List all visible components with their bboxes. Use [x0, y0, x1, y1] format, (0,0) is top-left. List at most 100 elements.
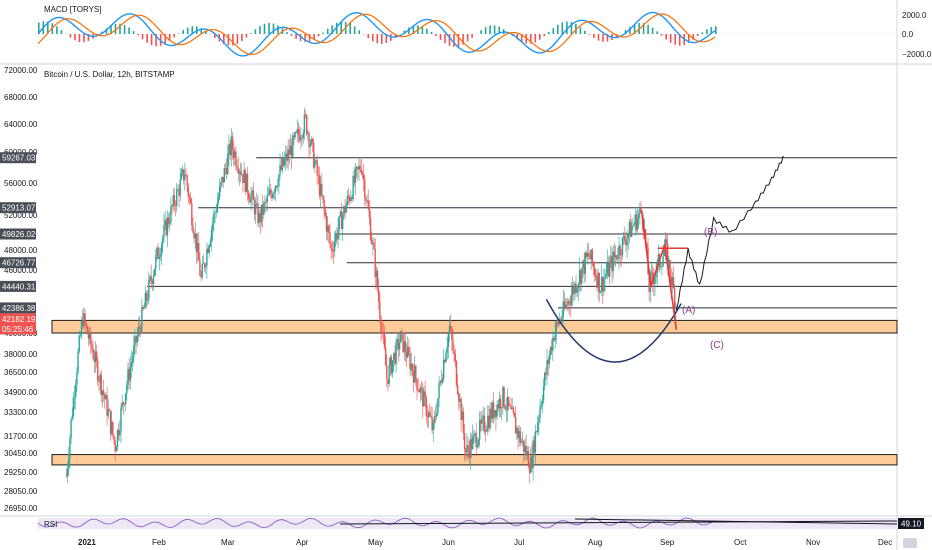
candle[interactable] — [566, 298, 568, 311]
candle[interactable] — [109, 410, 112, 441]
candle[interactable] — [517, 425, 519, 450]
candle[interactable] — [368, 199, 371, 226]
candle[interactable] — [163, 213, 165, 243]
candle[interactable] — [481, 410, 483, 432]
candle[interactable] — [268, 177, 271, 196]
candle[interactable] — [247, 190, 250, 205]
candle[interactable] — [496, 400, 498, 420]
candle[interactable] — [571, 276, 574, 306]
candle[interactable] — [99, 371, 101, 394]
candle[interactable] — [472, 424, 474, 451]
candle[interactable] — [184, 162, 186, 191]
candle[interactable] — [521, 431, 524, 447]
candle[interactable] — [195, 233, 198, 264]
candle[interactable] — [292, 132, 294, 158]
candle[interactable] — [171, 204, 173, 215]
candle[interactable] — [277, 179, 279, 192]
candle[interactable] — [628, 219, 631, 244]
candle[interactable] — [87, 326, 90, 347]
candle[interactable] — [166, 210, 169, 248]
candle[interactable] — [480, 411, 482, 432]
candle[interactable] — [231, 132, 234, 160]
candle[interactable] — [527, 446, 530, 468]
candle[interactable] — [535, 430, 538, 433]
candle[interactable] — [342, 211, 344, 241]
candle[interactable] — [432, 419, 434, 443]
candle[interactable] — [215, 204, 217, 218]
candle[interactable] — [279, 153, 281, 180]
candle[interactable] — [107, 399, 109, 419]
candle[interactable] — [654, 276, 656, 297]
candle[interactable] — [553, 336, 555, 342]
candle[interactable] — [495, 409, 497, 431]
candle[interactable] — [607, 256, 610, 278]
candle[interactable] — [487, 405, 489, 436]
candle[interactable] — [545, 367, 547, 380]
candle[interactable] — [593, 261, 596, 283]
candle[interactable] — [484, 421, 487, 442]
candle[interactable] — [396, 333, 398, 351]
candle[interactable] — [586, 242, 589, 265]
candle[interactable] — [288, 139, 291, 165]
candle[interactable] — [381, 321, 383, 340]
candle[interactable] — [263, 200, 265, 220]
candle[interactable] — [448, 316, 451, 343]
candle[interactable] — [133, 335, 135, 365]
candle[interactable] — [275, 185, 278, 190]
candle[interactable] — [588, 243, 590, 261]
candle[interactable] — [134, 329, 136, 355]
candle[interactable] — [303, 107, 306, 140]
candle[interactable] — [437, 398, 439, 416]
candle[interactable] — [523, 440, 525, 464]
candle[interactable] — [415, 364, 417, 387]
candle[interactable] — [236, 159, 238, 172]
candle[interactable] — [210, 225, 213, 252]
candle[interactable] — [206, 242, 208, 279]
candle[interactable] — [318, 166, 321, 200]
candle[interactable] — [309, 139, 311, 156]
candle[interactable] — [371, 231, 373, 246]
candle[interactable] — [131, 351, 134, 372]
candle[interactable] — [362, 163, 365, 192]
rsi-trendline[interactable] — [339, 520, 898, 525]
candle[interactable] — [614, 245, 617, 267]
candle[interactable] — [508, 396, 510, 412]
candle[interactable] — [160, 241, 163, 266]
candle[interactable] — [121, 394, 123, 411]
candle[interactable] — [477, 438, 480, 449]
candle[interactable] — [374, 238, 376, 289]
candle[interactable] — [208, 244, 210, 258]
candle[interactable] — [541, 394, 544, 414]
candle[interactable] — [148, 271, 150, 305]
candle[interactable] — [259, 209, 261, 234]
candle[interactable] — [557, 320, 560, 328]
candle[interactable] — [470, 433, 473, 458]
candle[interactable] — [576, 286, 578, 297]
candle[interactable] — [138, 316, 141, 337]
candle[interactable] — [319, 176, 322, 208]
candle[interactable] — [429, 403, 431, 418]
candle[interactable] — [245, 173, 248, 192]
candle[interactable] — [375, 266, 378, 288]
candle[interactable] — [629, 214, 632, 238]
candle[interactable] — [577, 282, 580, 301]
candle[interactable] — [489, 401, 491, 430]
candle[interactable] — [408, 338, 410, 356]
candle[interactable] — [397, 332, 400, 362]
candle[interactable] — [478, 411, 481, 448]
candle[interactable] — [228, 134, 230, 167]
candle[interactable] — [177, 184, 179, 191]
candle[interactable] — [632, 217, 634, 230]
candle[interactable] — [549, 346, 552, 360]
candle[interactable] — [611, 247, 613, 284]
candle[interactable] — [635, 210, 638, 233]
candle[interactable] — [325, 212, 328, 240]
candle[interactable] — [141, 298, 143, 334]
candle[interactable] — [79, 331, 82, 338]
candle[interactable] — [216, 192, 219, 214]
candle[interactable] — [417, 378, 419, 393]
candle[interactable] — [570, 282, 573, 307]
candle[interactable] — [176, 183, 178, 213]
candle[interactable] — [297, 122, 300, 144]
candle[interactable] — [412, 363, 415, 393]
